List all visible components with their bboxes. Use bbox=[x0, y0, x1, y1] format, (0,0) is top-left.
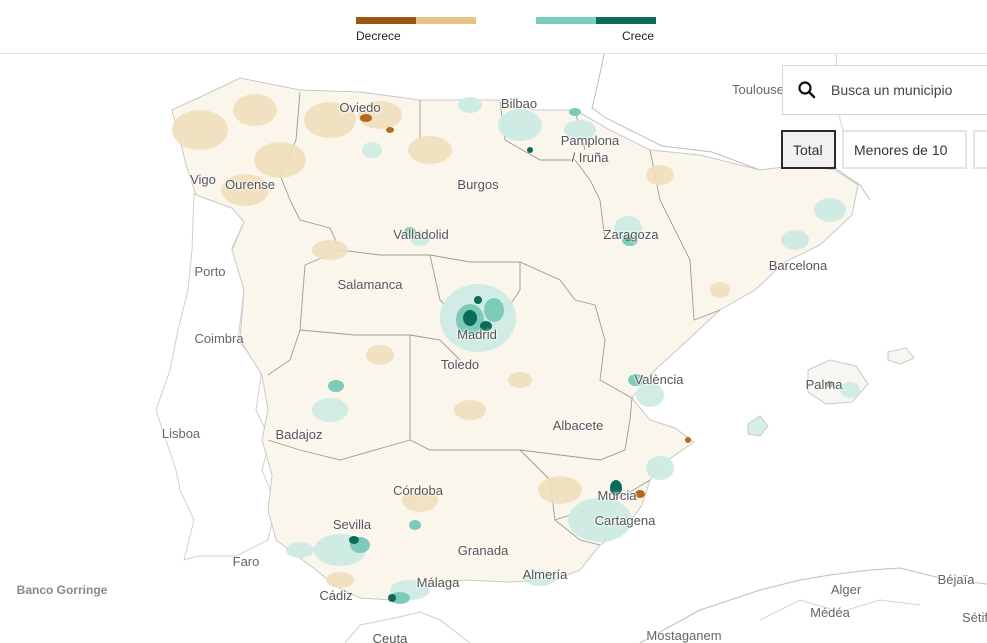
search-input[interactable] bbox=[831, 82, 987, 98]
place-label-valladolid: Valladolid bbox=[393, 227, 449, 242]
place-label-ceuta: Ceuta bbox=[372, 631, 408, 643]
filter-total-button[interactable]: Total bbox=[781, 130, 836, 169]
place-label-oviedo: Oviedo bbox=[339, 100, 381, 115]
legend-increase-light bbox=[536, 17, 596, 24]
decrease-strong-patches bbox=[360, 114, 691, 498]
legend-increase-label: Crece bbox=[622, 29, 655, 43]
legend-decrease-label: Decrece bbox=[356, 29, 401, 43]
menorca-island[interactable] bbox=[887, 347, 915, 365]
place-label-barcelona: Barcelona bbox=[768, 258, 828, 273]
legend-increase-strong bbox=[596, 17, 656, 24]
place-label-palma: Palma bbox=[805, 377, 843, 392]
place-label-cartagena: Cartagena bbox=[594, 513, 656, 528]
algeria-inland bbox=[759, 599, 921, 621]
place-label-banco-gorringe: Banco Gorringe bbox=[16, 583, 108, 597]
place-label-malaga: Málaga bbox=[416, 575, 460, 590]
africa-coast bbox=[344, 611, 471, 643]
search-icon bbox=[798, 81, 816, 99]
place-label-cadiz: Cádiz bbox=[319, 588, 353, 603]
place-label-porto: Porto bbox=[194, 264, 226, 279]
place-label-madrid: Madrid bbox=[457, 327, 497, 342]
place-label-pamplona-line2: / Iruña bbox=[571, 150, 609, 165]
place-label-bilbao: Bilbao bbox=[500, 96, 538, 111]
legend-decrease-strong bbox=[356, 17, 416, 24]
place-label-sevilla: Sevilla bbox=[332, 517, 372, 532]
place-label-valencia: València bbox=[634, 372, 684, 387]
place-label-bejaia: Béjaïa bbox=[937, 572, 975, 587]
place-label-vigo: Vigo bbox=[190, 172, 216, 187]
algeria-coast bbox=[639, 567, 987, 643]
place-label-coimbra: Coimbra bbox=[194, 331, 244, 346]
place-label-salamanca: Salamanca bbox=[337, 277, 403, 292]
place-label-toledo: Toledo bbox=[440, 357, 480, 372]
map-canvas[interactable] bbox=[0, 54, 987, 643]
search-box[interactable] bbox=[782, 65, 987, 115]
place-label-medea: Médéa bbox=[810, 605, 850, 620]
place-label-albacete: Albacete bbox=[552, 418, 604, 433]
place-label-toulouse: Toulouse bbox=[731, 82, 785, 97]
legend: Decrece Crece bbox=[0, 0, 987, 54]
place-label-mostaganem: Mostaganem bbox=[646, 628, 722, 643]
decrease-patches bbox=[172, 94, 730, 588]
place-label-zaragoza: Zaragoza bbox=[603, 227, 659, 242]
filter-under-10-button[interactable]: Menores de 10 bbox=[842, 130, 967, 169]
place-label-burgos: Burgos bbox=[457, 177, 499, 192]
place-label-ourense: Ourense bbox=[225, 177, 275, 192]
legend-decrease-light bbox=[416, 17, 476, 24]
place-label-cordoba: Córdoba bbox=[393, 483, 443, 498]
place-label-alger: Alger bbox=[830, 582, 862, 597]
place-label-almeria: Almería bbox=[522, 567, 568, 582]
map-area[interactable]: Oviedo Bilbao Pamplona / Iruña Vigo Oure… bbox=[0, 54, 987, 643]
place-label-murcia: Murcia bbox=[597, 488, 637, 503]
increase-strong-patches bbox=[349, 147, 834, 602]
place-label-lisboa: Lisboa bbox=[161, 426, 201, 441]
ibiza-island[interactable] bbox=[747, 415, 769, 437]
place-label-faro: Faro bbox=[232, 554, 260, 569]
place-label-pamplona-line1: Pamplona bbox=[560, 133, 620, 148]
place-label-setif: Sétif bbox=[961, 610, 987, 625]
place-label-granada: Granada bbox=[457, 543, 509, 558]
place-label-badajoz: Badajoz bbox=[275, 427, 323, 442]
filter-next-button[interactable] bbox=[973, 130, 987, 169]
